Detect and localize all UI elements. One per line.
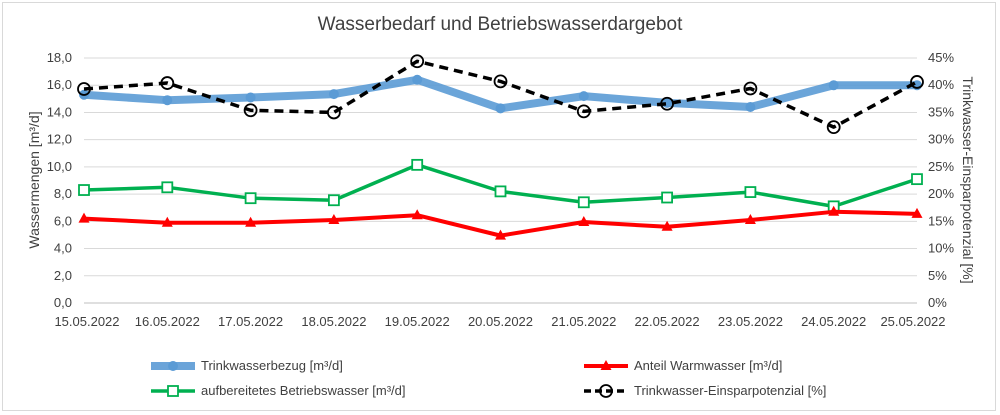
y-tick-label-right: 5% [928, 268, 947, 283]
series-line [83, 59, 918, 129]
legend-label: Trinkwasser-Einsparpotenzial [%] [634, 383, 826, 398]
x-tick-label: 16.05.2022 [135, 314, 200, 329]
y-tick-label-left: 2,0 [54, 268, 72, 283]
data-point [660, 96, 674, 111]
chart-frame [2, 2, 996, 411]
data-point [828, 80, 839, 91]
data-point [911, 173, 923, 186]
data-point [911, 207, 923, 218]
data-point [910, 75, 924, 89]
legend-label: Anteil Warmwasser [m³/d] [634, 358, 782, 373]
chart-title: Wasserbedarf und Betriebswasserdargebot [317, 14, 683, 35]
data-point [826, 120, 841, 135]
data-point [495, 229, 506, 240]
data-point [78, 184, 90, 196]
data-point [577, 196, 590, 209]
data-point [744, 186, 757, 198]
y-tick-label-left: 12,0 [47, 132, 72, 147]
x-tick-label: 15.05.2022 [54, 314, 119, 329]
data-point [578, 216, 590, 227]
y-tick-label-left: 18,0 [47, 50, 72, 65]
data-point [661, 191, 673, 204]
data-point [745, 102, 756, 112]
y-tick-label-right: 40% [928, 77, 954, 92]
x-tick-label: 23.05.2022 [718, 314, 783, 329]
y-tick-label-left: 4,0 [54, 241, 72, 256]
y-tick-label-left: 16,0 [47, 77, 72, 92]
data-point [576, 104, 591, 119]
data-point [493, 74, 508, 89]
y-tick-label-right: 15% [928, 213, 954, 228]
data-point [744, 213, 756, 224]
y-tick-label-right: 35% [928, 104, 954, 119]
data-point [78, 212, 90, 223]
data-point [411, 209, 423, 220]
y-tick-label-left: 10,0 [47, 159, 72, 174]
x-tick-label: 17.05.2022 [218, 314, 283, 329]
data-point [328, 213, 340, 224]
y-tick-label-left: 6,0 [54, 213, 72, 228]
y-tick-label-right: 20% [928, 186, 954, 201]
x-tick-label: 24.05.2022 [801, 314, 866, 329]
data-point [245, 92, 256, 103]
data-point [495, 103, 506, 114]
legend-marker [599, 384, 613, 398]
x-tick-label: 25.05.2022 [880, 314, 945, 329]
x-tick-label: 21.05.2022 [551, 314, 616, 329]
data-point [245, 216, 257, 227]
data-point [661, 220, 673, 231]
data-point [161, 216, 173, 227]
data-point [578, 91, 589, 102]
data-point [410, 54, 425, 69]
data-point [160, 76, 175, 90]
data-point [828, 205, 840, 216]
y-tick-label-left: 0,0 [54, 295, 72, 310]
data-point [327, 194, 340, 207]
x-tick-label: 18.05.2022 [301, 314, 366, 329]
y-tick-label-right: 25% [928, 159, 954, 174]
data-point [328, 89, 339, 100]
x-tick-label: 20.05.2022 [468, 314, 533, 329]
y-tick-label-right: 10% [928, 241, 954, 256]
data-point [162, 95, 173, 106]
legend-label: Trinkwasserbezug [m³/d] [201, 358, 343, 373]
y-tick-label-right: 30% [928, 132, 954, 147]
data-point [412, 74, 423, 85]
y-tick-label-left: 14,0 [47, 104, 72, 119]
data-point [411, 158, 424, 171]
y-tick-label-left: 8,0 [54, 186, 72, 201]
legend-label: aufbereitetes Betriebswasser [m³/d] [201, 383, 405, 398]
y-tick-label-right: 45% [928, 50, 954, 65]
data-point [77, 82, 91, 96]
legend-marker [600, 360, 612, 370]
data-point [243, 103, 258, 118]
y-tick-label-right: 0% [928, 295, 947, 310]
data-point [244, 192, 257, 205]
data-point [326, 105, 341, 120]
x-tick-label: 22.05.2022 [635, 314, 700, 329]
legend-marker [167, 385, 179, 397]
data-point [494, 185, 507, 198]
x-tick-label: 19.05.2022 [385, 314, 450, 329]
data-point [161, 181, 174, 194]
data-point [743, 81, 758, 96]
legend-marker [168, 361, 178, 371]
